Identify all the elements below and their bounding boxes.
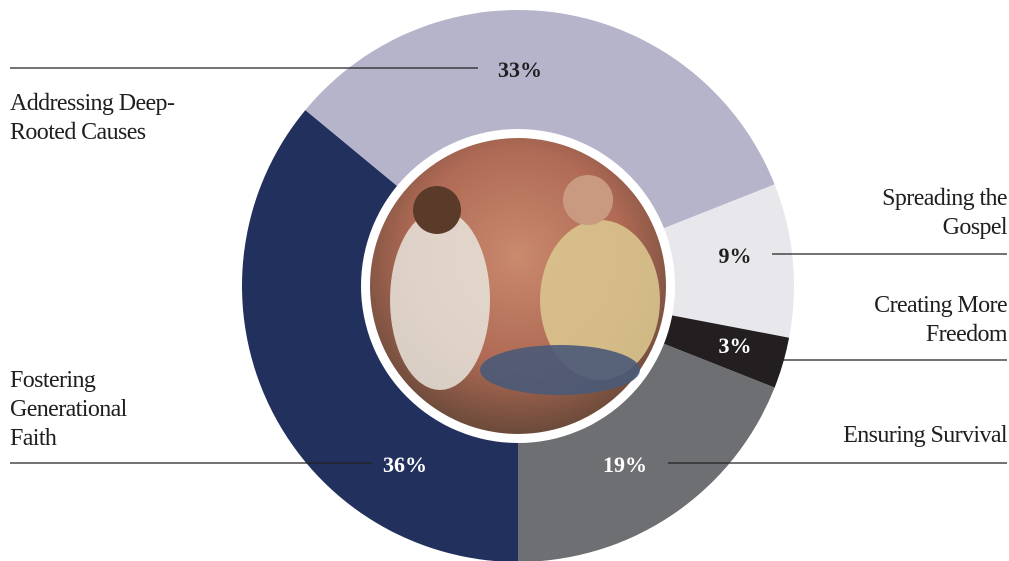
photo-figure	[390, 210, 490, 390]
photo-figure	[413, 186, 461, 234]
donut-chart: 36% 33% 9% 3% 19%	[0, 0, 1009, 561]
value-label: 33%	[498, 57, 542, 82]
value-label: 9%	[719, 243, 752, 268]
category-label: Addressing Deep-Rooted Causes	[10, 89, 230, 147]
category-label: Fostering Generational Faith	[10, 366, 160, 453]
category-label: Spreading the Gospel	[847, 184, 1007, 242]
photo-figure	[563, 175, 613, 225]
value-label: 3%	[719, 333, 752, 358]
photo-figure	[480, 345, 640, 395]
value-label: 36%	[383, 452, 427, 477]
value-label: 19%	[603, 452, 647, 477]
category-label: Ensuring Survival	[747, 421, 1007, 450]
category-label: Creating More Freedom	[837, 291, 1007, 349]
chart: 36% 33% 9% 3% 19% Fostering Generational Fai…	[0, 0, 1009, 561]
